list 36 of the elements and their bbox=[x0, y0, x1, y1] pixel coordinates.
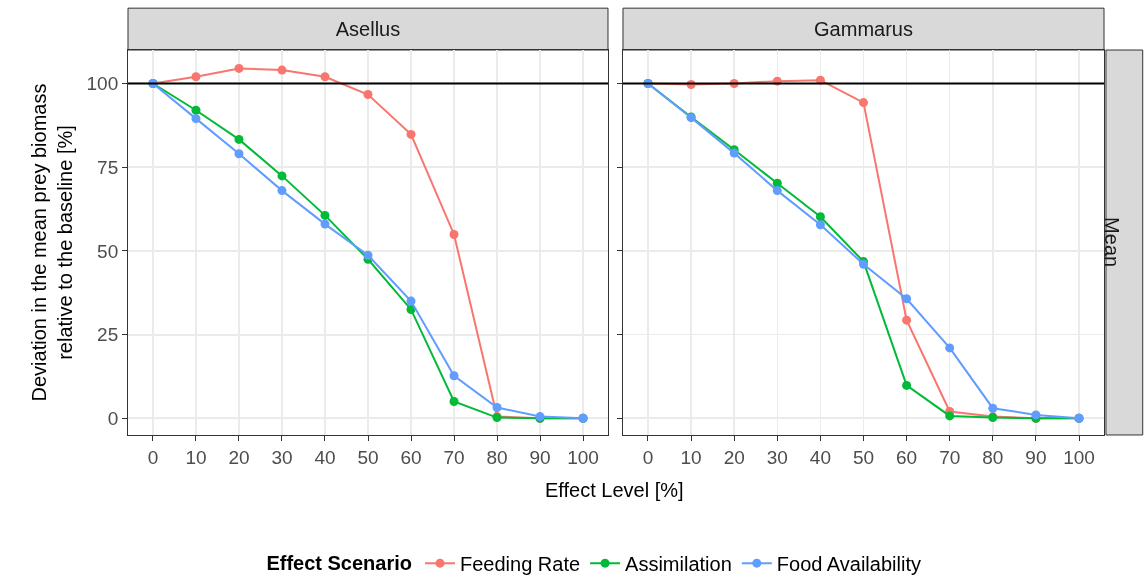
legend-label: Feeding Rate bbox=[460, 552, 581, 575]
x-tick-label: 40 bbox=[314, 446, 336, 468]
y-tick-label: 0 bbox=[107, 407, 119, 429]
x-tick-label: 0 bbox=[147, 446, 159, 468]
x-tick-label: 100 bbox=[1063, 446, 1095, 468]
x-tick-label: 70 bbox=[443, 446, 465, 468]
x-tick-label: 90 bbox=[529, 446, 551, 468]
y-tick-label: 100 bbox=[86, 73, 119, 95]
x-tick-label: 80 bbox=[982, 446, 1004, 468]
chart-title: Asellus bbox=[335, 18, 401, 41]
x-tick-label: 10 bbox=[185, 446, 207, 468]
y-tick-label: 75 bbox=[97, 156, 119, 178]
x-tick-label: 60 bbox=[400, 446, 422, 468]
x-tick-label: 50 bbox=[852, 446, 875, 468]
x-tick-label: 30 bbox=[766, 446, 788, 468]
x-tick-label: 70 bbox=[939, 446, 961, 468]
x-tick-label: 60 bbox=[896, 446, 918, 468]
y-axis-title: Deviation in the mean prey biomass relative to the baseline [%] bbox=[28, 83, 77, 402]
x-tick-label: 20 bbox=[723, 446, 745, 468]
x-tick-label: 50 bbox=[357, 446, 379, 468]
legend-label: Assimilation bbox=[625, 552, 732, 575]
legend-title: Effect Scenario bbox=[266, 551, 413, 574]
y-tick-label: 50 bbox=[97, 240, 119, 262]
x-tick-label: 10 bbox=[680, 446, 702, 468]
y-tick-label: 25 bbox=[97, 324, 119, 346]
annotation: Mean bbox=[1100, 217, 1123, 268]
x-tick-label: 80 bbox=[486, 446, 508, 468]
chart-title: Gammarus bbox=[814, 18, 913, 41]
x-tick-label: 20 bbox=[228, 446, 250, 468]
x-tick-label: 30 bbox=[271, 446, 293, 468]
x-tick-label: 90 bbox=[1025, 446, 1047, 468]
legend-label: Food Availability bbox=[776, 552, 921, 575]
x-tick-label: 0 bbox=[642, 446, 654, 468]
x-tick-label: 100 bbox=[567, 446, 599, 468]
x-tick-label: 40 bbox=[809, 446, 831, 468]
x-axis-title: Effect Level [%] bbox=[545, 479, 684, 501]
